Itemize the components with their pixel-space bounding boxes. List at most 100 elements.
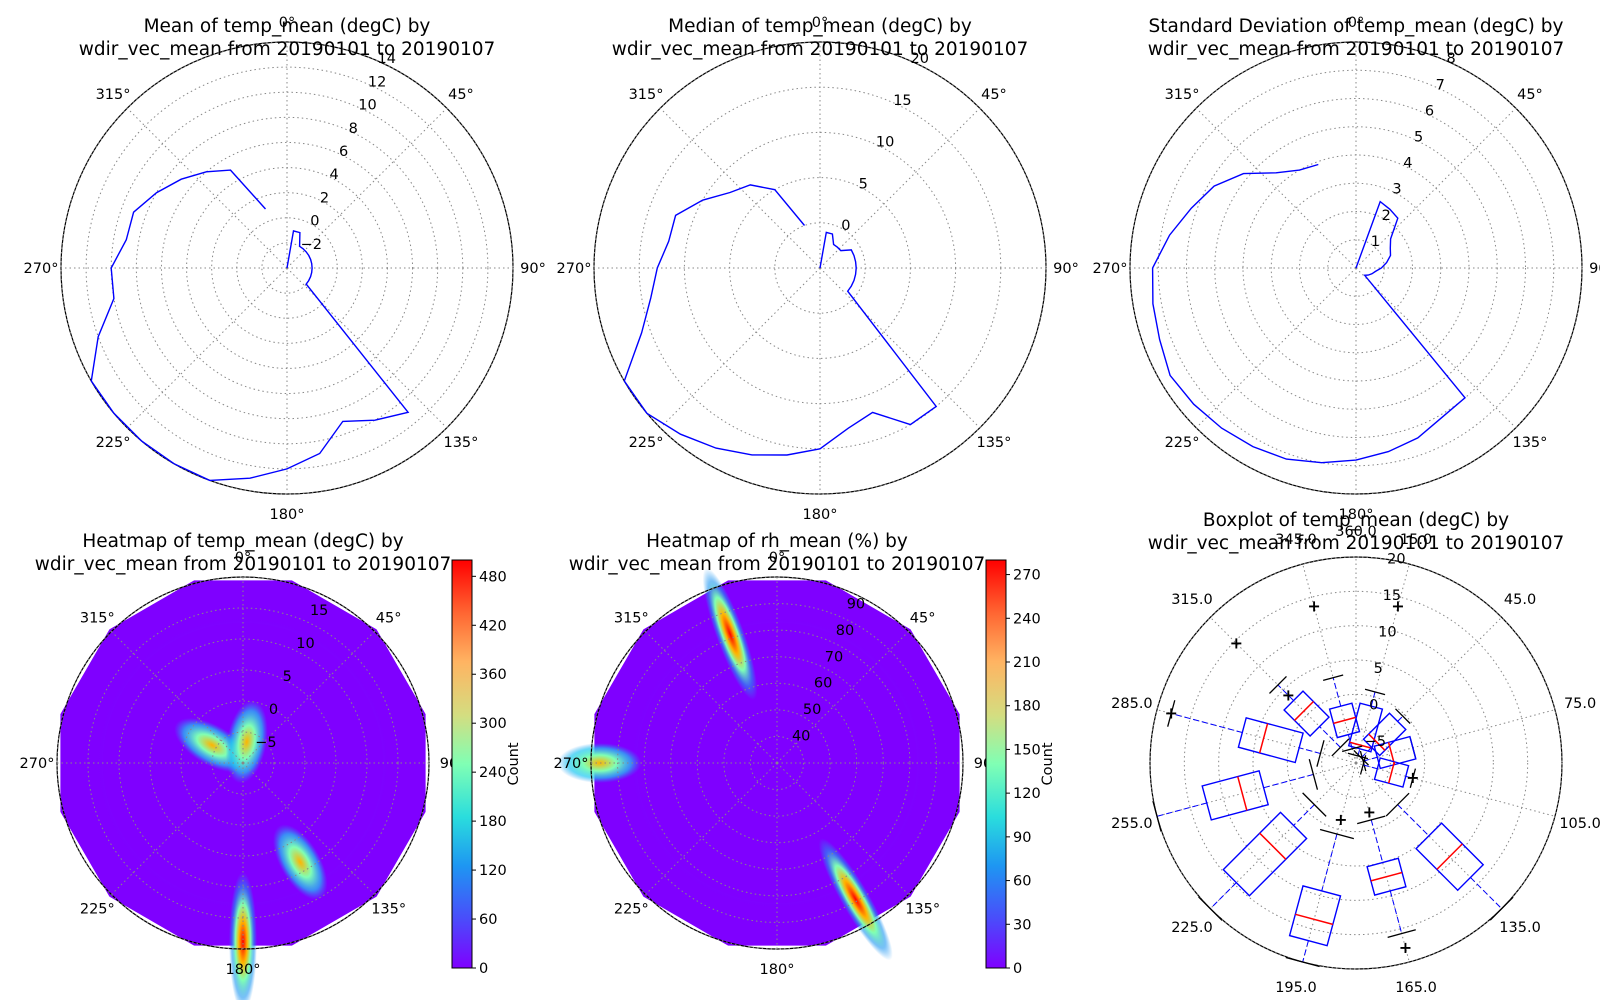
chart-title: Heatmap of rh_mean (%) by wdir_vec_mean f… [569, 531, 986, 575]
angle-tick-label: 270° [24, 261, 59, 277]
colorbar-tick-label: 60 [479, 912, 497, 928]
radial-gridline [211, 192, 363, 344]
radial-tick-label: 7 [1436, 77, 1445, 93]
whisker [1362, 756, 1378, 762]
angle-tick-label: 225° [629, 435, 664, 451]
chart-title-line: Mean of temp_mean (degC) by [144, 16, 431, 37]
colorbar-tick-label: 30 [1013, 917, 1031, 933]
radial-gridline [1149, 556, 1563, 970]
radial-gridline [211, 731, 275, 795]
angle-tick-label: 180° [760, 962, 795, 978]
outlier-marker: + [1391, 597, 1404, 616]
angle-tick-label: 225.0 [1171, 920, 1213, 936]
whisker [1293, 804, 1315, 826]
box-body [1328, 702, 1361, 739]
radial-tick-label: 6 [339, 144, 348, 160]
chart-title-line: Standard Deviation of temp_mean (degC) b… [1149, 16, 1564, 37]
radial-tick-label: −5 [1365, 734, 1386, 750]
angle-tick-label: 270° [557, 261, 592, 277]
whisker-cap [1152, 800, 1162, 832]
radial-tick-label: 5 [859, 176, 868, 192]
whisker-cap [1302, 792, 1327, 817]
angular-gridline [1355, 616, 1503, 764]
radial-tick-label: 15 [1383, 588, 1401, 604]
box-median [1259, 832, 1287, 860]
radial-gridline [118, 638, 368, 888]
angle-tick-label: 135° [371, 902, 406, 918]
outlier-marker: + [1363, 803, 1376, 822]
angle-tick-label: 360.0 [1335, 524, 1377, 540]
chart-title: Standard Deviation of temp_mean (degC) b… [1148, 16, 1565, 60]
whisker [1405, 775, 1413, 779]
chart-title-line: wdir_vec_mean from 20190101 to 20190107 [1148, 533, 1565, 554]
angle-tick-label: 270° [20, 756, 55, 772]
radial-tick-label: 2 [1382, 208, 1391, 224]
radial-tick-label: 5 [1374, 661, 1383, 677]
angular-gridline [126, 107, 288, 269]
angular-gridline [126, 267, 288, 429]
whisker [1347, 734, 1353, 749]
whisker [1397, 715, 1404, 722]
box-body [1237, 716, 1304, 764]
colorbar-tick-label: 0 [479, 961, 488, 977]
whisker [1470, 877, 1503, 910]
whisker-cap [1316, 740, 1325, 767]
radial-tick-label: −2 [301, 237, 322, 253]
whisker [1370, 691, 1376, 707]
radial-tick-label: 5 [1414, 130, 1423, 146]
box: ++ [1230, 633, 1350, 757]
angle-tick-label: 255.0 [1111, 816, 1153, 832]
colorbar-scale [985, 559, 1007, 969]
angular-gridline [1355, 762, 1556, 817]
colorbar-tick-label: 150 [1013, 742, 1041, 758]
whisker [1362, 764, 1378, 770]
colorbar-label: Count [506, 742, 522, 785]
box-body [1201, 769, 1270, 821]
angle-tick-label: 315° [614, 610, 649, 626]
angular-gridline [1355, 107, 1517, 269]
radial-tick-label: −5 [255, 735, 276, 751]
angle-tick-label: 75.0 [1564, 696, 1596, 712]
box-body [1222, 811, 1308, 897]
angle-tick-label: 45° [910, 610, 936, 626]
whisker [1397, 804, 1430, 837]
angular-gridline [1355, 267, 1517, 429]
colorbar-tick-label: 270 [1013, 568, 1041, 584]
radial-tick-label: 20 [1387, 552, 1405, 568]
angle-tick-label: 285.0 [1111, 696, 1153, 712]
radial-tick-label: 14 [377, 51, 395, 67]
outlier-marker: + [1230, 633, 1243, 652]
angular-gridline [1302, 563, 1357, 764]
whisker [1319, 726, 1341, 748]
whisker-cap [1308, 758, 1319, 790]
box [1385, 792, 1514, 921]
radial-gridline [723, 709, 831, 817]
box-median [1349, 741, 1373, 749]
box-body [1288, 885, 1342, 947]
whisker-cap [1489, 896, 1514, 921]
chart-title-line: wdir_vec_mean from 20190101 to 20190107 [35, 554, 452, 575]
box-body [1373, 735, 1417, 770]
radial-tick-label: 10 [876, 135, 894, 151]
colorbar-tick-label: 420 [479, 618, 507, 634]
angle-tick-label: 0° [235, 550, 251, 566]
box: ++ [1357, 803, 1416, 957]
angular-gridline [819, 267, 981, 429]
angular-gridline [1195, 107, 1357, 269]
angle-tick-label: 135° [1512, 435, 1547, 451]
colorbar-tick-label: 210 [1013, 655, 1041, 671]
radial-gridline [1214, 126, 1498, 410]
angular-gridline [1195, 267, 1357, 429]
heatmap-hotspot [702, 567, 758, 700]
angle-tick-label: 45.0 [1504, 592, 1536, 608]
radial-gridline [135, 116, 439, 420]
angle-tick-label: 105.0 [1559, 816, 1600, 832]
outlier-marker: + [1282, 685, 1295, 704]
radial-tick-label: 5 [283, 669, 292, 685]
radial-gridline [1157, 69, 1555, 467]
whisker-cap [1357, 815, 1386, 825]
chart-title-line: Boxplot of temp_mean (degC) by [1203, 510, 1509, 531]
colorbar-label: Count [1040, 742, 1056, 785]
radial-gridline [1218, 625, 1494, 901]
